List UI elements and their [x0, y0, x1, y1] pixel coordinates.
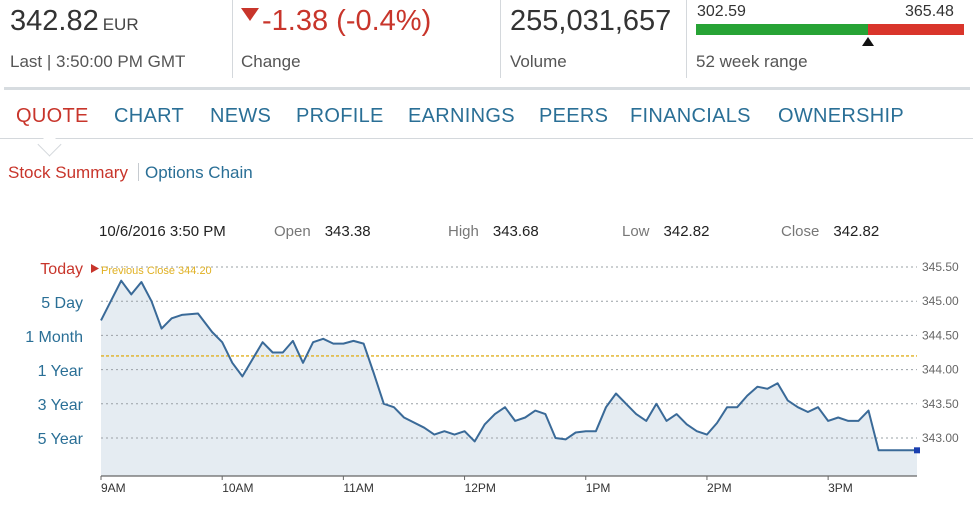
range-today-button[interactable]: Today [40, 261, 83, 278]
range-1-year-button[interactable]: 1 Year [37, 363, 83, 380]
tab-ownership[interactable]: OWNERSHIP [778, 105, 905, 127]
y-tick-label: 343.50 [922, 397, 959, 411]
y-tick-label: 343.00 [922, 431, 959, 445]
week-range-bar [696, 24, 964, 35]
last-time-label: Last | 3:50:00 PM GMT [10, 52, 186, 71]
down-arrow-icon [241, 8, 259, 21]
volume-label: Volume [510, 52, 567, 71]
range-marker-icon [861, 37, 874, 46]
tab-chart[interactable]: CHART [114, 105, 185, 127]
y-tick-label: 345.00 [922, 294, 959, 308]
tab-quote[interactable]: QUOTE [16, 105, 89, 127]
stock-summary-link[interactable]: Stock Summary [8, 163, 128, 182]
ohlc-low: Low 342.82 [622, 223, 710, 240]
quote-header: 342.82 EUR Last | 3:50:00 PM GMT -1.38 (-… [0, 0, 973, 80]
tab-financials[interactable]: FINANCIALS [630, 105, 751, 127]
price-area [101, 280, 917, 476]
ohlc-datetime: 10/6/2016 3:50 PM [99, 223, 226, 240]
tab-earnings[interactable]: EARNINGS [408, 105, 515, 127]
last-price-marker [914, 447, 920, 454]
volume-value: 255,031,657 [510, 5, 672, 37]
ohlc-open: Open 343.38 [274, 223, 371, 240]
last-price: 342.82 EUR [10, 5, 139, 37]
divider [500, 0, 501, 78]
week-range-fill [696, 24, 868, 35]
previous-close-arrow-icon [91, 264, 99, 273]
range-high: 365.48 [905, 3, 954, 20]
options-chain-link[interactable]: Options Chain [144, 163, 253, 182]
range-3-year-button[interactable]: 3 Year [37, 397, 83, 414]
x-tick-label: 10AM [222, 481, 253, 495]
tab-news[interactable]: NEWS [210, 105, 272, 127]
tab-peers[interactable]: PEERS [539, 105, 609, 127]
divider [232, 0, 233, 78]
change-label: Change [241, 52, 301, 71]
x-tick-label: 9AM [101, 481, 126, 495]
y-tick-label: 344.50 [922, 328, 959, 342]
currency: EUR [102, 15, 139, 34]
x-tick-label: 3PM [828, 481, 853, 495]
x-tick-label: 11AM [343, 481, 373, 495]
x-tick-label: 12PM [465, 481, 496, 495]
y-tick-label: 344.00 [922, 363, 959, 377]
range-1-month-button[interactable]: 1 Month [25, 329, 83, 346]
x-tick-label: 1PM [586, 481, 611, 495]
y-tick-label: 345.50 [922, 260, 959, 274]
header-divider [4, 87, 970, 90]
x-tick-label: 2PM [707, 481, 732, 495]
tab-profile[interactable]: PROFILE [296, 105, 384, 127]
divider [686, 0, 687, 78]
sub-nav: Stock Summary Options Chain [8, 163, 253, 183]
range-5-year-button[interactable]: 5 Year [37, 431, 83, 448]
ohlc-high: High 343.68 [448, 223, 539, 240]
price-line [100, 279, 917, 452]
quote-nav: QUOTE CHART NEWS PROFILE EARNINGS PEERS … [0, 96, 973, 139]
previous-close-label: Previous Close 344.20 [101, 265, 212, 277]
change-value: -1.38 (-0.4%) [241, 4, 431, 38]
week-range-label: 52 week range [696, 52, 808, 71]
range-5-day-button[interactable]: 5 Day [41, 295, 83, 312]
divider [137, 163, 139, 181]
ohlc-close: Close 342.82 [781, 223, 880, 240]
range-low: 302.59 [697, 3, 746, 20]
